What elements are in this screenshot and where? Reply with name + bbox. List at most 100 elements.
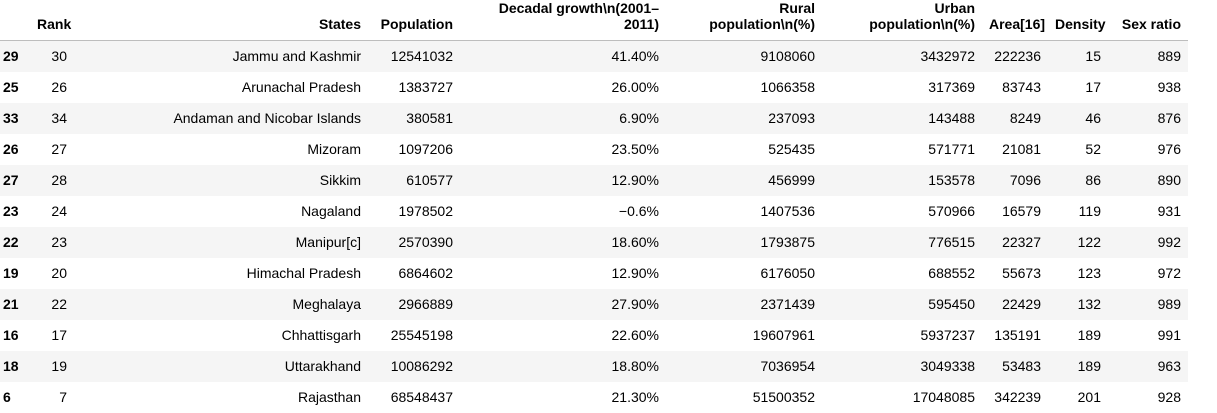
area-cell: 22327: [1002, 234, 1041, 250]
area-cell: 342239: [994, 389, 1041, 405]
rank-cell: 19: [51, 358, 67, 374]
sex-ratio-cell: 963: [1157, 358, 1181, 374]
row-index: 22: [3, 234, 19, 250]
row-index: 19: [3, 265, 19, 281]
urban-population-cell: 595450: [928, 296, 975, 312]
state-cell: Nagaland: [301, 203, 361, 219]
row-index: 21: [3, 296, 19, 312]
column-header-states: States: [74, 0, 368, 41]
column-header-rural-population: Rural population\n(%): [666, 0, 822, 41]
row-index: 27: [3, 172, 19, 188]
urban-population-cell: 570966: [928, 203, 975, 219]
rural-population-cell: 51500352: [752, 389, 815, 405]
decadal-growth-cell: 6.90%: [619, 110, 659, 126]
state-cell: Andaman and Nicobar Islands: [173, 110, 361, 126]
density-cell: 15: [1085, 48, 1101, 65]
table-row: 6 7 Rajasthan 68548437 21.30% 51500352 1704808…: [0, 382, 1188, 413]
column-header-density: Density: [1048, 0, 1108, 41]
dataframe-table: Rank States Population Decadal growth\n(…: [0, 0, 1188, 413]
table-body: 29 30 Jammu and Kashmir 12541032 41.40% 91080…: [0, 40, 1188, 413]
table-row: 22 23 Manipur[c] 2570390 18.60% 1793875 776515…: [0, 226, 1188, 258]
decadal-growth-cell: 27.90%: [611, 296, 659, 312]
rank-cell: 20: [51, 265, 67, 281]
population-cell: 2966889: [398, 296, 453, 312]
state-cell: Meghalaya: [292, 296, 362, 312]
table-row: 19 20 Himachal Pradesh 6864602 12.90% 6176050…: [0, 258, 1188, 289]
row-index: 16: [3, 327, 19, 343]
rural-population-cell: 19607961: [752, 327, 815, 343]
decadal-growth-cell: 12.90%: [611, 265, 659, 281]
row-index: 23: [3, 203, 19, 219]
row-index: 26: [3, 141, 19, 157]
table-row: 18 19 Uttarakhand 10086292 18.80% 7036954 3049…: [0, 350, 1188, 382]
sex-ratio-cell: 931: [1157, 203, 1181, 219]
density-cell: 17: [1085, 79, 1101, 95]
state-cell: Rajasthan: [297, 389, 361, 405]
rank-cell: 26: [51, 79, 67, 95]
rural-population-cell: 2371439: [760, 296, 815, 312]
density-cell: 119: [1078, 203, 1101, 219]
population-cell: 68548437: [390, 389, 453, 405]
rural-population-cell: 9108060: [760, 48, 815, 65]
area-cell: 222236: [994, 48, 1041, 65]
rank-cell: 34: [51, 110, 67, 126]
population-cell: 6864602: [398, 265, 453, 281]
rank-cell: 22: [51, 296, 67, 312]
decadal-growth-cell: 23.50%: [611, 141, 659, 157]
density-cell: 123: [1077, 265, 1101, 281]
population-cell: 25545198: [390, 327, 453, 343]
area-cell: 8249: [1009, 110, 1041, 126]
sex-ratio-cell: 976: [1157, 141, 1181, 157]
urban-population-cell: 17048085: [912, 389, 975, 405]
urban-population-cell: 143488: [928, 110, 975, 126]
area-cell: 7096: [1009, 172, 1041, 188]
sex-ratio-cell: 972: [1157, 265, 1181, 281]
urban-population-cell: 5937237: [920, 327, 975, 343]
sex-ratio-cell: 938: [1157, 79, 1181, 95]
urban-population-cell: 317369: [928, 79, 975, 95]
row-index: 33: [3, 110, 19, 126]
rural-population-cell: 1793875: [760, 234, 815, 250]
table-row: 27 28 Sikkim 610577 12.90% 456999 153578 7096 86…: [0, 164, 1188, 196]
area-cell: 21081: [1002, 141, 1041, 157]
sex-ratio-cell: 889: [1157, 48, 1181, 65]
rank-cell: 23: [51, 234, 67, 250]
density-cell: 189: [1077, 327, 1101, 343]
rank-cell: 17: [51, 327, 67, 343]
sex-ratio-cell: 991: [1157, 327, 1181, 343]
state-cell: Jammu and Kashmir: [232, 48, 361, 65]
population-cell: 2570390: [398, 234, 453, 250]
urban-population-cell: 688552: [928, 265, 975, 281]
column-header-sex-ratio: Sex ratio: [1108, 0, 1188, 41]
rural-population-cell: 6176050: [760, 265, 815, 281]
index-header: [0, 0, 30, 41]
table-row: 21 22 Meghalaya 2966889 27.90% 2371439 595450 2…: [0, 288, 1188, 320]
density-cell: 46: [1085, 110, 1101, 126]
rural-population-cell: 456999: [768, 172, 815, 188]
decadal-growth-cell: −0.6%: [618, 203, 659, 219]
urban-population-cell: 776515: [928, 234, 975, 250]
rank-cell: 28: [51, 172, 67, 188]
state-cell: Himachal Pradesh: [246, 265, 361, 281]
population-cell: 610577: [406, 172, 453, 188]
table-row: 33 34 Andaman and Nicobar Islands 380581 6.9…: [0, 102, 1188, 134]
area-cell: 16579: [1002, 203, 1041, 219]
population-cell: 1383727: [398, 79, 453, 95]
area-cell: 22429: [1002, 296, 1041, 312]
header-row: Rank States Population Decadal growth\n(…: [0, 0, 1188, 41]
table-row: 29 30 Jammu and Kashmir 12541032 41.40% 91080…: [0, 40, 1188, 72]
rural-population-cell: 1066358: [760, 79, 815, 95]
table-row: 16 17 Chhattisgarh 25545198 22.60% 19607961 59…: [0, 320, 1188, 351]
area-cell: 135191: [994, 327, 1041, 343]
row-index: 29: [3, 48, 19, 65]
population-cell: 1978502: [398, 203, 453, 219]
decadal-growth-cell: 26.00%: [611, 79, 659, 95]
column-header-population: Population: [368, 0, 460, 41]
decadal-growth-cell: 12.90%: [611, 172, 659, 188]
row-index: 6: [3, 389, 11, 405]
area-cell: 83743: [1002, 79, 1041, 95]
sex-ratio-cell: 928: [1157, 389, 1181, 405]
rank-cell: 30: [51, 48, 67, 65]
table-header: Rank States Population Decadal growth\n(…: [0, 0, 1188, 41]
density-cell: 189: [1077, 358, 1101, 374]
